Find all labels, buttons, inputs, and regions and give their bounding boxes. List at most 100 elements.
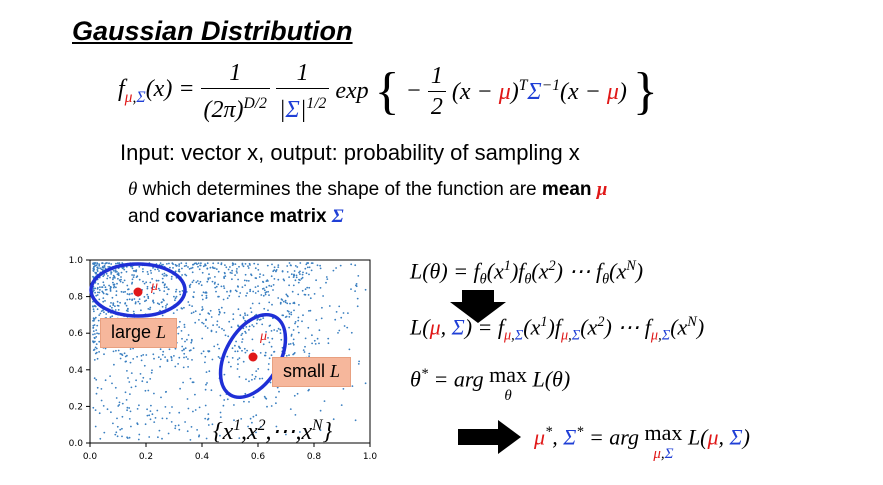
- scatter-point: [108, 284, 110, 287]
- scatter-point: [94, 409, 97, 411]
- scatter-point: [263, 307, 266, 310]
- scatter-point: [229, 266, 231, 268]
- scatter-point: [129, 361, 132, 364]
- scatter-point: [142, 270, 144, 273]
- down-arrow-icon: [450, 290, 506, 323]
- scatter-point: [217, 283, 220, 286]
- scatter-point: [191, 281, 194, 284]
- scatter-point: [270, 345, 273, 348]
- scatter-point: [98, 351, 100, 353]
- scatter-point: [177, 363, 180, 365]
- scatter-point: [314, 343, 317, 345]
- scatter-point: [188, 304, 191, 306]
- right-arrow-icon: [458, 420, 521, 454]
- scatter-point: [167, 432, 170, 435]
- scatter-point: [114, 305, 116, 308]
- scatter-point: [230, 365, 232, 368]
- scatter-point: [242, 265, 245, 268]
- scatter-point: [243, 279, 246, 282]
- scatter-point: [96, 308, 99, 311]
- scatter-point: [249, 290, 252, 293]
- scatter-point: [145, 299, 148, 302]
- scatter-point: [100, 310, 103, 312]
- scatter-point: [192, 347, 195, 350]
- scatter-point: [121, 427, 123, 430]
- scatter-point: [163, 272, 166, 275]
- scatter-point: [119, 428, 122, 431]
- scatter-point: [200, 284, 203, 287]
- scatter-point: [284, 299, 287, 302]
- scatter-point: [217, 262, 220, 264]
- scatter-point: [230, 326, 233, 328]
- small-mean-point: [248, 352, 258, 362]
- scatter-point: [323, 400, 326, 402]
- y-tick-label: 0.8: [69, 293, 84, 303]
- scatter-point: [112, 281, 114, 284]
- scatter-point: [149, 410, 152, 412]
- axis-ticks: 0.0 0.2 0.4 0.6 0.8 1.0 0.0 0.2 0.4 0.6 0.8 1.0: [69, 256, 378, 462]
- scatter-point: [128, 407, 131, 409]
- scatter-point: [283, 279, 286, 282]
- scatter-point: [267, 280, 269, 282]
- scatter-point: [102, 275, 105, 278]
- scatter-point: [173, 355, 175, 357]
- scatter-point: [109, 289, 112, 291]
- scatter-point: [244, 312, 246, 315]
- scatter-point: [231, 269, 234, 272]
- scatter-point: [294, 414, 297, 416]
- scatter-point: [298, 271, 300, 274]
- large-likelihood-label: large L: [100, 318, 178, 348]
- scatter-point: [241, 338, 244, 340]
- scatter-point: [268, 284, 271, 287]
- scatter-point: [234, 344, 236, 347]
- scatter-point: [335, 311, 338, 313]
- scatter-point: [189, 283, 192, 286]
- scatter-point: [346, 326, 349, 329]
- scatter-point: [163, 290, 166, 292]
- scatter-point: [277, 297, 280, 299]
- scatter-point: [234, 350, 237, 353]
- scatter-point: [94, 291, 96, 294]
- scatter-plot: 0.0 0.2 0.4 0.6 0.8 1.0 0.0 0.2 0.4 0.6 0.8 1.0 μ μ: [69, 256, 378, 462]
- scatter-point: [233, 404, 235, 406]
- scatter-point: [240, 418, 243, 420]
- scatter-point: [198, 268, 201, 271]
- scatter-point: [181, 267, 183, 270]
- scatter-point: [248, 380, 250, 383]
- scatter-point: [103, 284, 105, 287]
- theta-star-eq: θ* = arg max θ L(θ): [410, 362, 571, 405]
- scatter-point: [159, 309, 161, 312]
- scatter-point: [135, 270, 137, 273]
- scatter-point: [116, 282, 118, 285]
- scatter-point: [185, 356, 188, 358]
- scatter-point: [188, 268, 191, 270]
- scatter-point: [290, 335, 293, 337]
- scatter-point: [315, 319, 318, 321]
- scatter-point: [240, 334, 243, 336]
- scatter-point: [112, 302, 115, 305]
- scatter-point: [257, 285, 259, 287]
- scatter-point: [109, 375, 111, 377]
- scatter-point: [98, 264, 101, 267]
- scatter-point: [114, 309, 117, 311]
- scatter-point: [211, 280, 214, 283]
- scatter-point: [178, 270, 181, 273]
- scatter-point: [194, 393, 196, 396]
- scatter-point: [92, 319, 94, 322]
- large-likelihood-ellipse: [89, 262, 187, 318]
- scatter-point: [231, 264, 234, 266]
- scatter-point: [299, 273, 301, 275]
- scatter-point: [348, 348, 351, 351]
- scatter-point: [226, 355, 229, 358]
- scatter-point: [237, 286, 240, 288]
- scatter-point: [200, 262, 202, 265]
- scatter-point: [264, 291, 267, 294]
- scatter-point: [315, 279, 317, 282]
- scatter-point: [356, 297, 359, 300]
- scatter-point: [231, 262, 234, 265]
- scatter-point: [95, 351, 98, 354]
- scatter-point: [217, 270, 220, 273]
- x-tick-label: 0.0: [83, 452, 98, 462]
- scatter-point: [244, 263, 247, 265]
- scatter-point: [309, 297, 312, 300]
